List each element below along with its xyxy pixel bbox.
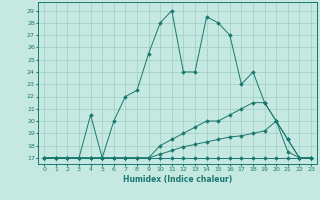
X-axis label: Humidex (Indice chaleur): Humidex (Indice chaleur)	[123, 175, 232, 184]
